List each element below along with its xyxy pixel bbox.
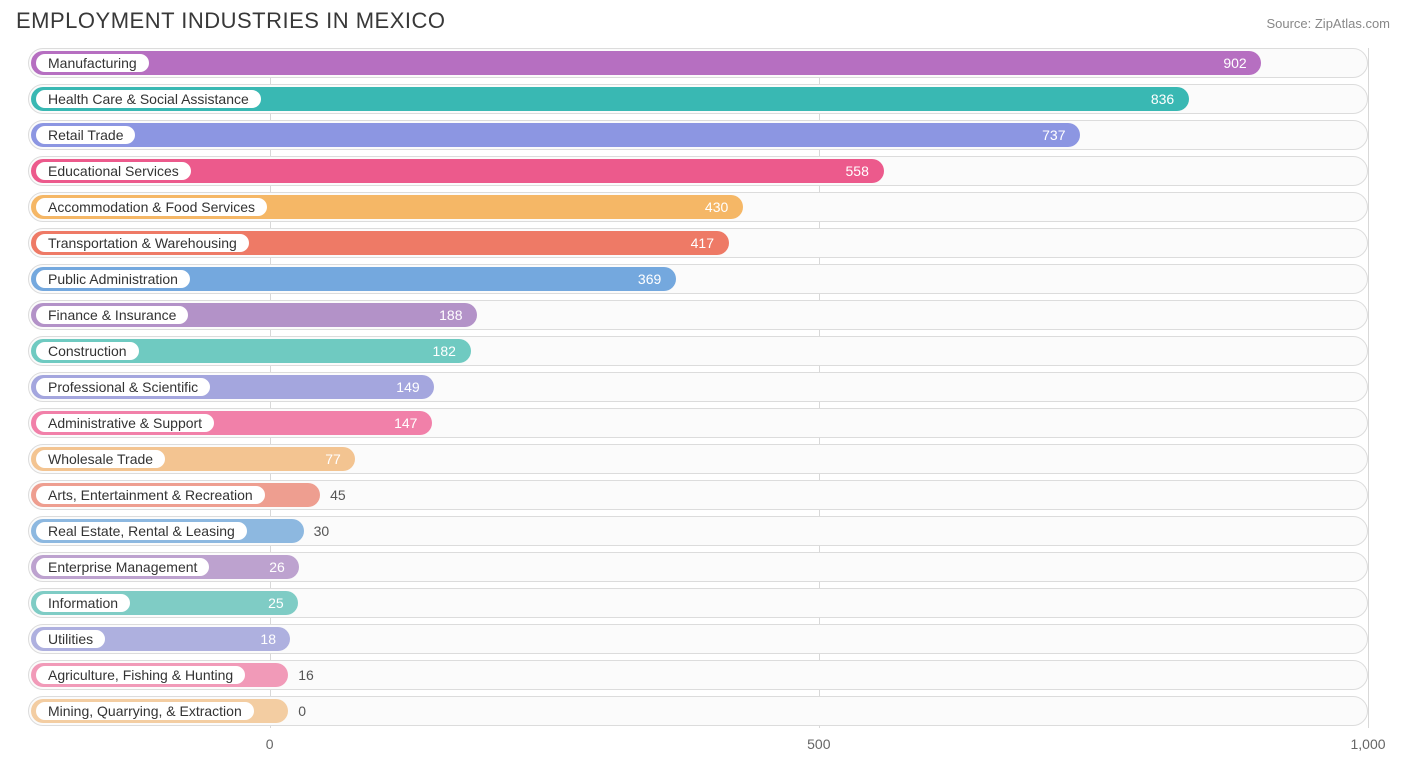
bar-value-label: 149 — [396, 373, 419, 401]
bar-value-label: 558 — [846, 157, 869, 185]
bar-value-label: 737 — [1042, 121, 1065, 149]
bar-row: Information 25 — [28, 588, 1368, 618]
bar-value-label: 0 — [298, 697, 306, 725]
bar-category-label: Enterprise Management — [35, 557, 210, 577]
bar-row: Enterprise Management 26 — [28, 552, 1368, 582]
bar-list: Manufacturing 902 Health Care & Social Ass… — [28, 48, 1368, 726]
bar-category-label: Accommodation & Food Services — [35, 197, 268, 217]
bar-row: Real Estate, Rental & Leasing 30 — [28, 516, 1368, 546]
bar-category-label: Mining, Quarrying, & Extraction — [35, 701, 255, 721]
bar-row: Manufacturing 902 — [28, 48, 1368, 78]
bar-value-label: 902 — [1223, 49, 1246, 77]
bar-row: Health Care & Social Assistance 836 — [28, 84, 1368, 114]
bar-row: Administrative & Support 147 — [28, 408, 1368, 438]
bar-row: Retail Trade 737 — [28, 120, 1368, 150]
x-axis: 05001,000 — [28, 732, 1368, 756]
chart-area: Manufacturing 902 Health Care & Social Ass… — [16, 48, 1390, 756]
bar-category-label: Transportation & Warehousing — [35, 233, 250, 253]
chart-source: Source: ZipAtlas.com — [1266, 16, 1390, 31]
bar-value-label: 77 — [325, 445, 341, 473]
bar-value-label: 18 — [260, 625, 276, 653]
bar-row: Accommodation & Food Services 430 — [28, 192, 1368, 222]
bar-value-label: 836 — [1151, 85, 1174, 113]
bar-value-label: 147 — [394, 409, 417, 437]
bar-value-label: 430 — [705, 193, 728, 221]
axis-tick-label: 0 — [266, 736, 274, 752]
bar-category-label: Public Administration — [35, 269, 191, 289]
bar-row: Public Administration 369 — [28, 264, 1368, 294]
bar-row: Mining, Quarrying, & Extraction 0 — [28, 696, 1368, 726]
bar-category-label: Retail Trade — [35, 125, 136, 145]
bar-row: Transportation & Warehousing 417 — [28, 228, 1368, 258]
bar-value-label: 45 — [330, 481, 346, 509]
bar-category-label: Administrative & Support — [35, 413, 215, 433]
bar-category-label: Wholesale Trade — [35, 449, 166, 469]
bar-category-label: Educational Services — [35, 161, 192, 181]
bar-row: Finance & Insurance 188 — [28, 300, 1368, 330]
bar-value-label: 182 — [433, 337, 456, 365]
bar-value-label: 16 — [298, 661, 314, 689]
bar-category-label: Manufacturing — [35, 53, 150, 73]
bar-row: Utilities 18 — [28, 624, 1368, 654]
bar-category-label: Agriculture, Fishing & Hunting — [35, 665, 246, 685]
bar-category-label: Arts, Entertainment & Recreation — [35, 485, 266, 505]
bar-category-label: Information — [35, 593, 131, 613]
bar-category-label: Finance & Insurance — [35, 305, 189, 325]
bar-category-label: Construction — [35, 341, 140, 361]
bar-value-label: 188 — [439, 301, 462, 329]
bar-category-label: Health Care & Social Assistance — [35, 89, 262, 109]
bar-row: Educational Services 558 — [28, 156, 1368, 186]
bar-value-label: 30 — [314, 517, 330, 545]
bar-category-label: Utilities — [35, 629, 106, 649]
grid-line — [1368, 48, 1369, 728]
bar-value-label: 25 — [268, 589, 284, 617]
bar-category-label: Real Estate, Rental & Leasing — [35, 521, 248, 541]
bar-row: Construction 182 — [28, 336, 1368, 366]
axis-tick-label: 1,000 — [1350, 736, 1385, 752]
bar-row: Arts, Entertainment & Recreation 45 — [28, 480, 1368, 510]
chart-title: EMPLOYMENT INDUSTRIES IN MEXICO — [16, 8, 445, 34]
bar-value-label: 369 — [638, 265, 661, 293]
bar-value-label: 26 — [269, 553, 285, 581]
bar-row: Wholesale Trade 77 — [28, 444, 1368, 474]
bar-value-label: 417 — [691, 229, 714, 257]
axis-tick-label: 500 — [807, 736, 830, 752]
bar-fill — [31, 51, 1261, 75]
bar-category-label: Professional & Scientific — [35, 377, 211, 397]
bar-fill — [31, 123, 1080, 147]
bar-row: Agriculture, Fishing & Hunting 16 — [28, 660, 1368, 690]
chart-header: EMPLOYMENT INDUSTRIES IN MEXICO Source: … — [16, 8, 1390, 34]
bar-row: Professional & Scientific 149 — [28, 372, 1368, 402]
